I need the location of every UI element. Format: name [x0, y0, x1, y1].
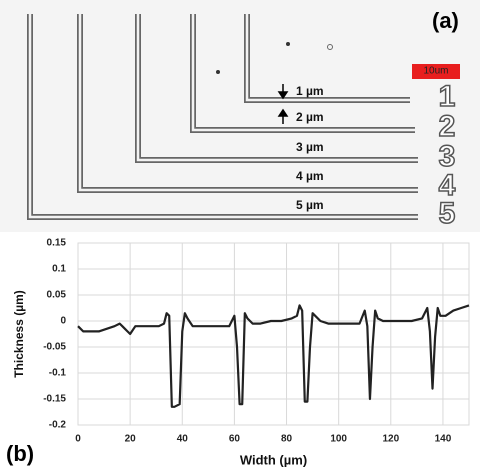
y-tick-label: 0.1	[52, 264, 66, 275]
gap-label: 1 µm	[296, 84, 324, 98]
gap-label: 2 µm	[296, 110, 324, 124]
specks	[216, 42, 333, 74]
panel-label: (a)	[432, 8, 459, 33]
plot-frame	[77, 242, 470, 426]
micrograph	[0, 0, 480, 232]
x-tick-label: 80	[281, 434, 293, 445]
data-line	[77, 304, 470, 408]
x-tick-label: 40	[177, 434, 189, 445]
gap-label: 5 µm	[296, 198, 324, 212]
x-tick-label: 60	[229, 434, 241, 445]
x-tick-label: 140	[435, 434, 452, 445]
waveguide-number: 5	[439, 197, 456, 230]
y-tick-label: 0.15	[47, 238, 67, 249]
panel-label: (b)	[6, 441, 34, 466]
chart: -0.2 -0.15 -0.1 -0.05 0 0.05 0.1 0.15 0 20 40 60 80 1…	[6, 238, 470, 467]
waveguide-number: 3	[439, 140, 456, 173]
y-tick-label: -0.2	[49, 420, 67, 431]
gap-arrows	[277, 84, 289, 124]
y-axis-label: Thickness (µm)	[12, 290, 26, 378]
y-tick-label: 0.05	[47, 290, 67, 301]
gap-label: 3 µm	[296, 140, 324, 154]
x-tick-label: 0	[75, 434, 81, 445]
x-tick-label: 100	[330, 434, 347, 445]
waveguide-number: 4	[439, 169, 456, 202]
y-tick-label: -0.05	[43, 342, 66, 353]
x-tick-label: 20	[125, 434, 137, 445]
waveguide-number: 2	[439, 110, 456, 143]
scale-bar-label: 10um	[423, 66, 448, 77]
y-tick-label: 0	[60, 316, 66, 327]
y-tick-label: -0.15	[43, 394, 66, 405]
y-tick-label: -0.1	[49, 368, 67, 379]
waveguide-number: 1	[439, 80, 456, 113]
x-tick-label: 120	[382, 434, 399, 445]
gap-label: 4 µm	[296, 169, 324, 183]
waveguides	[27, 14, 418, 220]
x-axis-label: Width (µm)	[240, 452, 307, 467]
scale-bar	[412, 64, 460, 79]
